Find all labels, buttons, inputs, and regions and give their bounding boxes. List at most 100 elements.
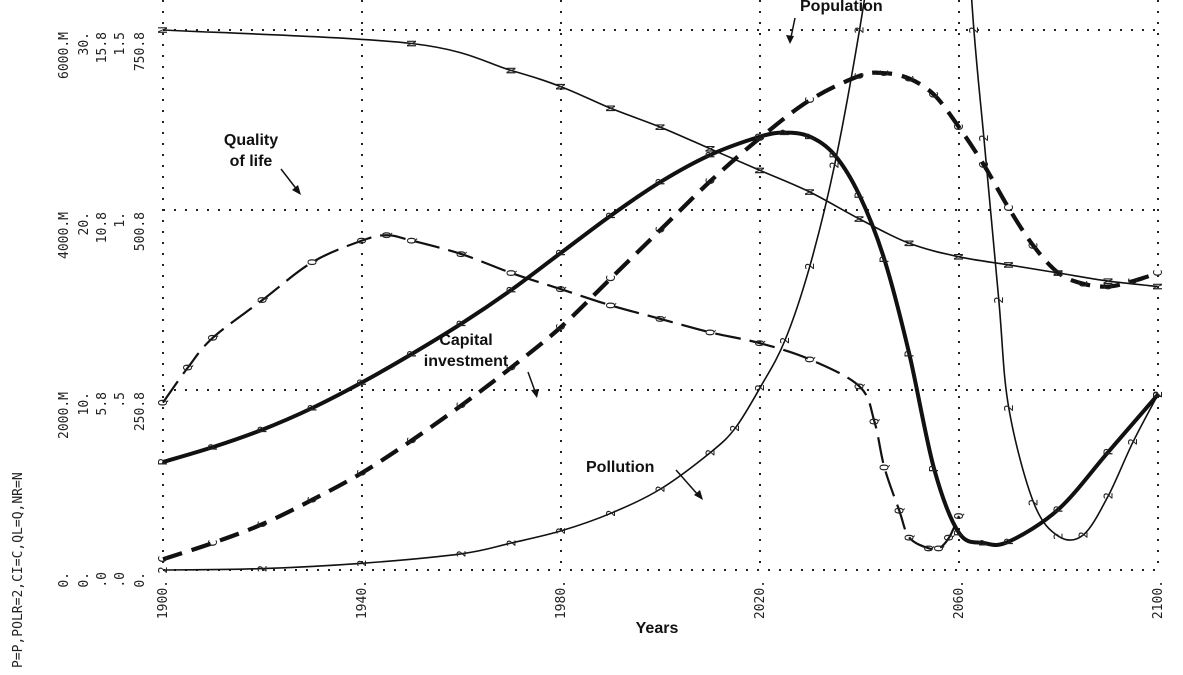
quality-of-life-marker: Q bbox=[256, 296, 270, 303]
y-tick-label: 0. bbox=[77, 572, 92, 588]
quality-of-life-marker: Q bbox=[206, 334, 220, 341]
capital-investment-marker: C bbox=[654, 226, 668, 233]
quality-of-life-marker: Q bbox=[892, 507, 906, 514]
capital-investment-marker: C bbox=[902, 75, 916, 82]
population-marker: P bbox=[355, 379, 369, 386]
capital-investment-marker: C bbox=[604, 275, 618, 282]
quality-of-life-marker: Q bbox=[703, 329, 717, 336]
pollution-arrow bbox=[675, 469, 700, 497]
pollution-annotation: Pollution bbox=[586, 459, 703, 500]
capital-investment-marker: C bbox=[156, 556, 170, 563]
series-layer bbox=[162, 0, 1160, 571]
pollution-marker: 2 bbox=[604, 510, 618, 517]
quality-of-life-arrowhead bbox=[292, 185, 301, 195]
y-tick-label: 4000.M bbox=[57, 212, 72, 259]
population-marker: P bbox=[778, 129, 792, 136]
quality-of-life-marker: Q bbox=[753, 340, 767, 347]
population-marker: P bbox=[952, 529, 966, 536]
population-marker: P bbox=[455, 320, 469, 327]
quality-of-life-marker: Q bbox=[181, 364, 195, 371]
population-marker: P bbox=[305, 404, 319, 411]
natural-resources-marker: N bbox=[405, 40, 419, 47]
pollution-marker: 2 bbox=[977, 134, 991, 141]
natural-resources-marker: N bbox=[703, 145, 717, 152]
pollution-line bbox=[162, 0, 1159, 571]
x-tick-labels: 1900. 1940. 1980. 2020. 2060. 2100. bbox=[156, 580, 1166, 619]
population-marker: P bbox=[206, 443, 220, 450]
population-marker: P bbox=[1002, 538, 1016, 545]
pollution-label: Pollution bbox=[586, 459, 654, 476]
capital-investment-marker: C bbox=[305, 496, 319, 503]
annotations: Population Quality of life Capital investm… bbox=[224, 0, 883, 500]
y-tick-label: .5 bbox=[113, 392, 128, 408]
quality-of-life-marker: Q bbox=[654, 315, 668, 322]
x-tick-label: 2060. bbox=[952, 580, 967, 619]
capital-investment-label: Capital investment bbox=[424, 332, 509, 370]
pollution-marker: 2 bbox=[967, 26, 981, 33]
pollution-marker: 2 bbox=[803, 263, 817, 270]
quality-of-life-arrow bbox=[280, 168, 299, 192]
y-tick-label: 5.8 bbox=[95, 392, 110, 415]
population-marker: P bbox=[703, 151, 717, 158]
pollution-marker: 2 bbox=[455, 550, 469, 557]
natural-resources-marker: N bbox=[952, 253, 966, 260]
pollution-marker: 2 bbox=[256, 565, 270, 572]
pollution-marker: 2 bbox=[778, 337, 792, 344]
population-marker: P bbox=[977, 539, 991, 546]
marker-layer: P P P P P P P P P P P P P P P P P P P P P P P P P P 2 2 2 2 2 2 2 2 2 2 2 2 2 2… bbox=[156, 26, 1165, 573]
x-tick-label: 2100. bbox=[1151, 580, 1166, 619]
natural-resources-marker: N bbox=[554, 83, 568, 90]
pollution-marker: 2 bbox=[992, 296, 1006, 303]
population-label: Population bbox=[800, 0, 883, 15]
population-marker: P bbox=[803, 133, 817, 140]
natural-resources-marker: N bbox=[504, 67, 518, 74]
y-tick-label: 0. bbox=[57, 572, 72, 588]
natural-resources-marker: N bbox=[1101, 277, 1115, 284]
pollution-marker: 2 bbox=[828, 161, 842, 168]
y-tick-label: 15.8 bbox=[95, 32, 110, 63]
capital-investment-marker: C bbox=[405, 437, 419, 444]
population-marker: P bbox=[1151, 391, 1165, 398]
pollution-marker: 2 bbox=[1076, 531, 1090, 538]
y-tick-label: .0 bbox=[95, 572, 110, 588]
quality-of-life-marker: Q bbox=[504, 269, 518, 276]
population-marker: P bbox=[853, 192, 867, 199]
capital-investment-marker: C bbox=[504, 364, 518, 371]
capital-investment-marker: C bbox=[1076, 280, 1090, 287]
natural-resources-marker: N bbox=[1052, 269, 1066, 276]
population-marker: P bbox=[654, 178, 668, 185]
quality-of-life-marker: Q bbox=[455, 250, 469, 257]
population-line bbox=[162, 130, 1160, 547]
capital-investment-marker: C bbox=[803, 97, 817, 104]
quality-of-life-annotation: Quality of life bbox=[224, 132, 301, 195]
quality-of-life-marker: Q bbox=[902, 534, 916, 541]
capital-investment-marker: C bbox=[206, 539, 220, 546]
pollution-marker: 2 bbox=[853, 26, 867, 33]
pollution-arrowhead bbox=[694, 490, 703, 500]
pollution-marker: 2 bbox=[355, 560, 369, 567]
quality-of-life-marker: Q bbox=[604, 302, 618, 309]
capital-investment-marker: C bbox=[1027, 242, 1041, 249]
quality-of-life-marker: Q bbox=[380, 232, 394, 239]
quality-of-life-marker: Q bbox=[952, 512, 966, 519]
capital-investment-marker: C bbox=[256, 520, 270, 527]
y-tick-label: 1.5 bbox=[113, 32, 128, 55]
y-tick-label: 1. bbox=[113, 212, 128, 228]
capital-investment-marker: C bbox=[1126, 277, 1140, 284]
quality-of-life-marker: Q bbox=[554, 286, 568, 293]
population-marker: P bbox=[156, 458, 170, 465]
capital-investment-marker: C bbox=[355, 469, 369, 476]
quality-of-life-marker: Q bbox=[305, 259, 319, 266]
capital-investment-marker: C bbox=[1002, 205, 1016, 212]
natural-resources-marker: N bbox=[853, 215, 867, 222]
pollution-marker: 2 bbox=[753, 384, 767, 391]
natural-resources-marker: N bbox=[604, 105, 618, 112]
y-tick-label: 6000.M bbox=[57, 32, 72, 79]
natural-resources-marker: N bbox=[1002, 261, 1016, 268]
pollution-marker: 2 bbox=[1027, 499, 1041, 506]
y-tick-label: 2000.M bbox=[57, 392, 72, 439]
quality-of-life-marker: Q bbox=[922, 545, 936, 552]
quality-of-life-marker: Q bbox=[405, 237, 419, 244]
pollution-marker: 2 bbox=[1101, 492, 1115, 499]
population-marker: P bbox=[604, 212, 618, 219]
